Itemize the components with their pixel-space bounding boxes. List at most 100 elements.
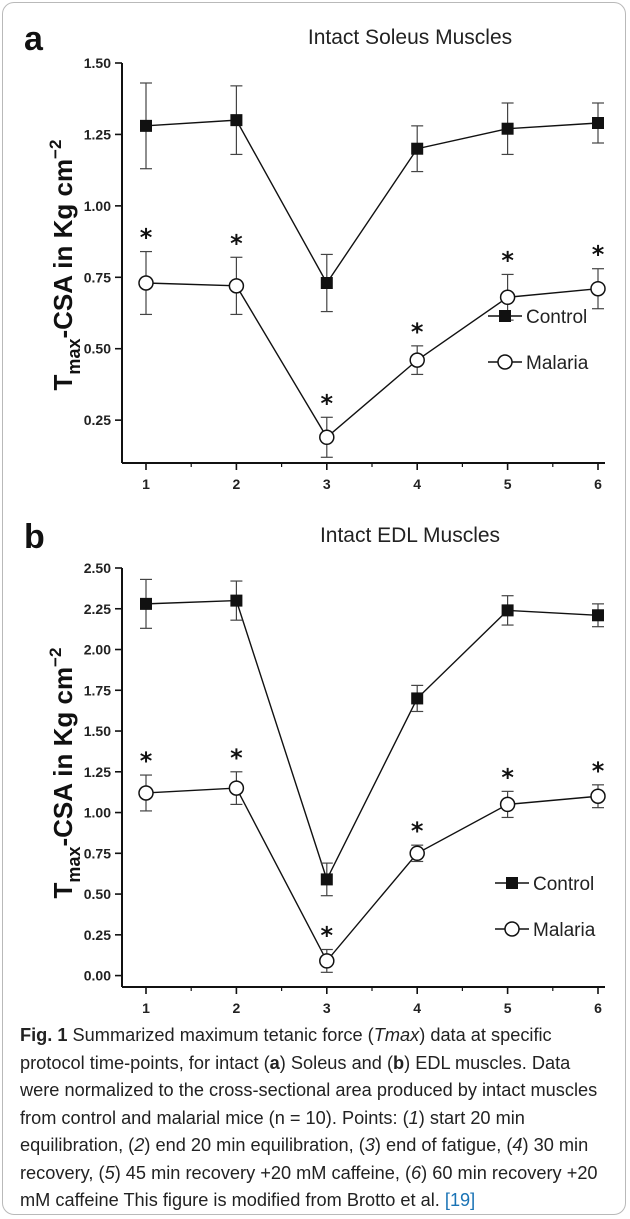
chart-panel-b: b Intact EDL Muscles 0.00 0.25 0.50 0.75 1.00 1…	[24, 520, 606, 1016]
y-axis-label-superscript: −2	[46, 648, 65, 667]
data-point-malaria	[138, 275, 154, 291]
y-tick-label: 1.25	[84, 126, 111, 142]
caption-text: 5	[104, 1162, 115, 1183]
x-tick-label: 5	[504, 1000, 512, 1016]
caption-text: ) end 20 min equilibration, (	[144, 1135, 365, 1155]
caption-label: Fig. 1	[20, 1025, 68, 1045]
y-axis-label-text: T	[48, 374, 78, 390]
data-point-control	[140, 597, 152, 610]
caption-text: b	[393, 1052, 405, 1073]
series-line-malaria	[145, 787, 599, 963]
caption-text: a	[269, 1052, 280, 1073]
data-point-malaria	[319, 953, 335, 969]
data-point-malaria	[590, 788, 606, 804]
series-line-malaria	[145, 282, 599, 439]
significance-marker: *	[501, 763, 514, 791]
x-tick-label: 3	[323, 476, 331, 492]
y-tick-label: 0.50	[84, 341, 111, 357]
data-point-control	[140, 119, 152, 132]
caption-text: ) data at specific protocol time-points,…	[20, 1025, 552, 1073]
y-axis-label-text: -CSA in Kg cm	[48, 159, 78, 339]
data-point-malaria	[409, 352, 425, 368]
significance-marker: *	[321, 922, 334, 950]
y-axis-label-superscript: −2	[46, 140, 65, 159]
y-tick-label: 1.00	[84, 805, 111, 821]
y-tick-label: 0.00	[84, 968, 111, 984]
caption-text: ) Soleus and (	[279, 1052, 394, 1073]
data-point-malaria	[228, 780, 245, 796]
y-tick-label: 1.25	[84, 764, 111, 780]
caption-text: Tmax	[373, 1025, 420, 1045]
significance-marker: *	[411, 817, 424, 845]
data-point-malaria	[319, 429, 335, 446]
caption-text: ) 30 min recovery, (	[20, 1135, 589, 1183]
data-point-malaria	[138, 785, 154, 801]
x-tick-label: 5	[504, 476, 512, 492]
data-point-control	[320, 277, 333, 289]
x-tick-label: 6	[594, 476, 602, 492]
significance-marker: *	[140, 747, 153, 775]
y-tick-label: 2.50	[84, 560, 111, 576]
caption-text: ) 60 min recovery +20 mM caffeine This f…	[20, 1162, 598, 1211]
legend-label-malaria: Malaria	[533, 920, 596, 941]
caption-text: 1	[408, 1107, 419, 1128]
data-point-control	[592, 117, 604, 129]
data-point-malaria	[499, 289, 516, 306]
legend-label-malaria: Malaria	[526, 353, 589, 374]
significance-marker: *	[321, 389, 334, 417]
data-point-control	[501, 122, 514, 135]
significance-marker: *	[140, 224, 153, 252]
y-tick-label: 1.00	[84, 198, 111, 214]
caption-text: ) start 20 min equilibration, (	[20, 1107, 525, 1156]
x-tick-label: 1	[142, 1000, 150, 1016]
y-tick-label: 0.25	[84, 412, 111, 428]
x-tick-label: 4	[413, 1000, 421, 1016]
data-point-control	[230, 594, 243, 607]
y-tick-label: 0.25	[84, 927, 111, 943]
y-tick-label: 1.50	[84, 723, 111, 739]
y-axis-label: Tmax-CSA in Kg cm−2	[46, 648, 84, 899]
reference-link[interactable]: [19]	[444, 1190, 476, 1210]
y-axis-label: Tmax-CSA in Kg cm−2	[46, 140, 84, 391]
data-point-malaria	[499, 796, 516, 813]
x-tick-label: 3	[323, 1000, 331, 1016]
y-tick-label: 2.00	[84, 642, 111, 658]
caption-text: 2	[134, 1135, 145, 1155]
data-point-malaria	[409, 845, 425, 862]
legend-marker-malaria	[497, 354, 513, 370]
x-tick-label: 2	[233, 1000, 241, 1016]
y-tick-label: 1.50	[84, 55, 111, 71]
data-point-control	[411, 142, 424, 155]
x-tick-label: 4	[413, 476, 421, 492]
significance-marker: *	[592, 241, 605, 269]
significance-marker: *	[592, 757, 605, 785]
figure-caption: Fig. 1 Summarized maximum tetanic force …	[20, 1022, 612, 1215]
legend-label-control: Control	[526, 307, 587, 328]
panel-letter: a	[24, 20, 44, 58]
significance-marker: *	[230, 229, 243, 257]
data-point-malaria	[590, 280, 606, 297]
chart-panel-a: a Intact Soleus Muscles 0.25 0.50 0.75 1.00 1.…	[24, 20, 606, 492]
legend-marker-control	[499, 310, 511, 322]
legend-label-control: Control	[533, 874, 594, 895]
caption-text: 6	[411, 1162, 422, 1183]
caption-text: ) end of fatigue, (	[374, 1135, 513, 1155]
data-point-control	[320, 873, 333, 886]
x-tick-label: 2	[233, 476, 241, 492]
y-tick-label: 1.75	[84, 682, 111, 698]
y-axis-label-text: -CSA in Kg cm	[48, 667, 78, 847]
caption-text: Summarized maximum tetanic force (	[67, 1025, 374, 1045]
caption-text: 4	[512, 1135, 523, 1155]
data-point-control	[501, 604, 514, 617]
y-axis-label-text: T	[48, 882, 78, 898]
significance-marker: *	[230, 744, 243, 772]
panel-letter: b	[24, 520, 45, 556]
legend-marker-control	[506, 877, 518, 889]
y-tick-label: 2.25	[84, 601, 111, 617]
data-point-control	[592, 609, 604, 622]
chart-title: Intact Soleus Muscles	[308, 26, 512, 49]
chart-title: Intact EDL Muscles	[320, 524, 500, 547]
data-point-malaria	[228, 278, 245, 294]
data-point-control	[411, 692, 424, 705]
